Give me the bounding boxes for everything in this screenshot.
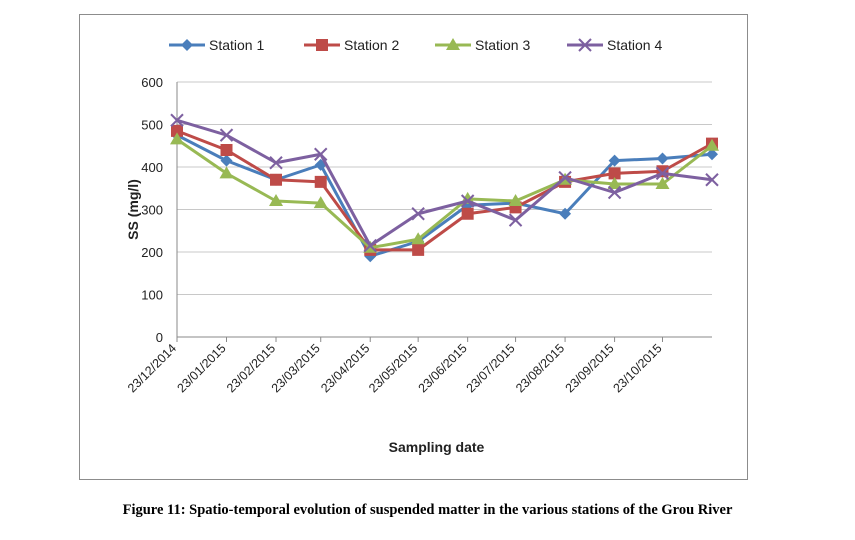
x-tick-label: 23/03/2015 bbox=[269, 341, 323, 395]
data-point-station-1 bbox=[608, 154, 621, 167]
data-point-station-2 bbox=[461, 207, 474, 220]
legend-label-station-4: Station 4 bbox=[607, 37, 662, 53]
data-point-station-4 bbox=[558, 170, 572, 185]
legend-marker-station-4 bbox=[578, 38, 592, 52]
data-point-station-4 bbox=[460, 194, 475, 208]
data-point-station-4 bbox=[170, 113, 184, 127]
chart-frame: 0 100 200 300 400 500 600 23/12/2014 23/01/2015 2… bbox=[79, 14, 748, 480]
data-point-station-3 bbox=[219, 166, 234, 179]
data-point-station-1 bbox=[706, 148, 718, 161]
x-axis-title: Sampling date bbox=[389, 439, 485, 455]
y-tick-label: 100 bbox=[141, 288, 163, 303]
legend-label-station-1: Station 1 bbox=[209, 37, 264, 53]
data-point-station-4 bbox=[219, 128, 234, 142]
data-point-station-3 bbox=[313, 196, 328, 209]
data-point-station-3 bbox=[170, 132, 184, 145]
data-point-station-4 bbox=[269, 156, 283, 170]
data-point-station-2 bbox=[220, 144, 233, 156]
series-line-station-1 bbox=[176, 133, 713, 258]
data-point-station-4 bbox=[411, 207, 425, 221]
data-point-station-2 bbox=[270, 173, 283, 186]
data-point-station-2 bbox=[171, 124, 183, 137]
legend-marker-station-3 bbox=[446, 38, 460, 50]
x-tick-label: 23/10/2015 bbox=[610, 341, 664, 395]
data-point-station-4 bbox=[363, 238, 377, 253]
legend-marker-station-1 bbox=[181, 39, 193, 51]
data-point-station-4 bbox=[655, 166, 670, 181]
series-line-station-3 bbox=[176, 138, 713, 250]
y-tick-label: 0 bbox=[156, 330, 163, 345]
x-tick-label: 23/07/2015 bbox=[464, 341, 518, 395]
series-line-station-4 bbox=[176, 118, 713, 248]
y-tick-label: 300 bbox=[141, 203, 163, 218]
data-point-station-4 bbox=[607, 185, 622, 200]
data-point-station-3 bbox=[411, 232, 426, 245]
x-tick-label: 23/01/2015 bbox=[174, 341, 228, 395]
series-line-station-2 bbox=[176, 129, 713, 252]
y-tick-label: 400 bbox=[141, 160, 163, 175]
x-tick-label: 23/12/2014 bbox=[125, 341, 179, 395]
data-point-station-2 bbox=[509, 201, 522, 214]
data-point-station-1 bbox=[559, 207, 572, 220]
figure-caption: Figure 11: Spatio-temporal evolution of … bbox=[122, 502, 733, 518]
y-tick-label: 600 bbox=[141, 75, 163, 90]
data-point-station-2 bbox=[412, 243, 425, 256]
x-tick-label: 23/05/2015 bbox=[366, 341, 420, 395]
data-point-station-2 bbox=[314, 175, 327, 188]
data-point-station-3 bbox=[269, 194, 284, 206]
data-point-station-4 bbox=[705, 173, 719, 187]
data-point-station-3 bbox=[705, 138, 719, 151]
y-tick-label: 200 bbox=[141, 245, 163, 260]
x-tick-label: 23/06/2015 bbox=[416, 341, 470, 395]
x-tick-label: 23/09/2015 bbox=[563, 341, 617, 395]
legend-marker-station-2 bbox=[316, 39, 328, 51]
data-point-station-2 bbox=[608, 167, 621, 180]
y-tick-label: 500 bbox=[141, 118, 163, 133]
data-point-station-3 bbox=[607, 177, 622, 189]
legend-label-station-2: Station 2 bbox=[344, 37, 399, 53]
data-point-station-3 bbox=[655, 177, 670, 189]
x-tick-label: 23/08/2015 bbox=[513, 341, 567, 395]
data-point-station-4 bbox=[314, 147, 328, 161]
data-point-station-4 bbox=[508, 213, 523, 227]
data-point-station-3 bbox=[508, 194, 523, 206]
data-point-station-1 bbox=[656, 152, 669, 165]
x-tick-label: 23/04/2015 bbox=[318, 341, 372, 395]
y-axis-title: SS (mg/l) bbox=[125, 179, 141, 240]
data-point-station-1 bbox=[220, 154, 233, 167]
legend-label-station-3: Station 3 bbox=[475, 37, 530, 53]
